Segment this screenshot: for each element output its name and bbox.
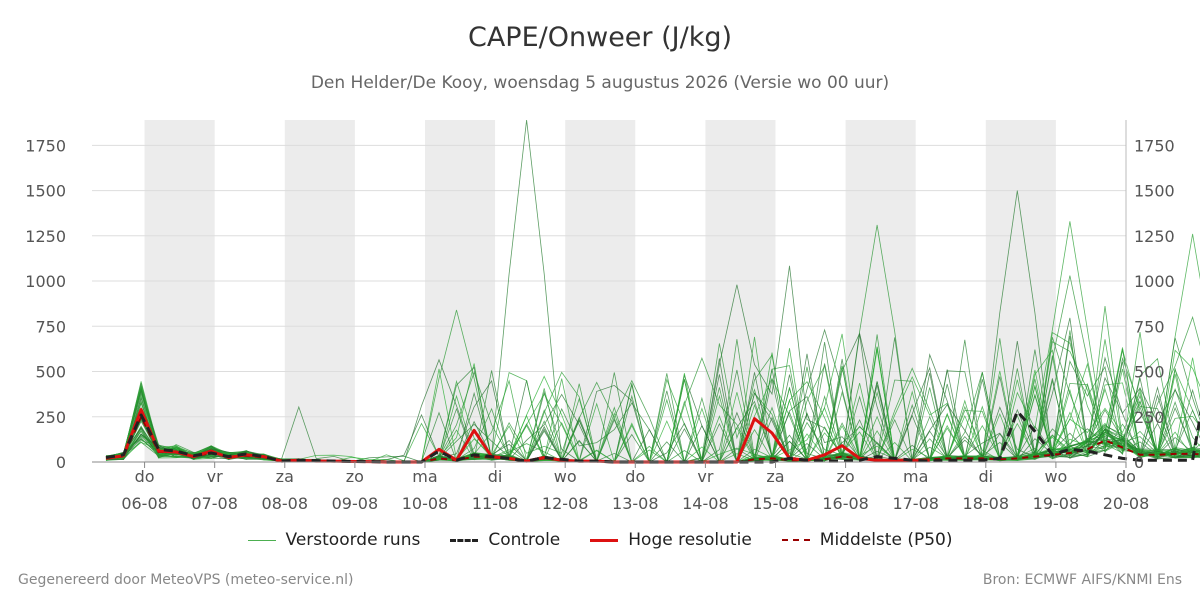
x-tick-date-7: 13-08 xyxy=(612,494,659,513)
y-tick-left-1000: 1000 xyxy=(25,272,66,291)
y-tick-left-1500: 1500 xyxy=(25,182,66,201)
y-tick-left-250: 250 xyxy=(35,408,66,427)
y-tick-right-500: 500 xyxy=(1134,363,1165,382)
x-tick-day-1: vr xyxy=(207,467,223,486)
y-tick-right-1000: 1000 xyxy=(1134,272,1175,291)
x-tick-date-9: 15-08 xyxy=(752,494,799,513)
footer-generated-by: Gegenereerd door MeteoVPS (meteo-service… xyxy=(18,572,354,588)
x-tick-date-5: 11-08 xyxy=(472,494,519,513)
y-tick-left-750: 750 xyxy=(35,317,66,336)
legend-label-hoge-resolutie: Hoge resolutie xyxy=(628,530,752,550)
x-tick-day-14: do xyxy=(1116,467,1136,486)
weekend-bands xyxy=(144,120,1056,462)
x-tick-day-10: zo xyxy=(836,467,854,486)
x-tick-date-6: 12-08 xyxy=(542,494,589,513)
y-tick-left-1750: 1750 xyxy=(25,136,66,155)
x-tick-day-2: za xyxy=(276,467,294,486)
x-tick-day-3: zo xyxy=(346,467,364,486)
x-tick-date-4: 10-08 xyxy=(402,494,449,513)
legend-item-verstoorde: Verstoorde runs xyxy=(247,530,421,550)
x-tick-date-8: 14-08 xyxy=(682,494,729,513)
x-tick-day-5: di xyxy=(488,467,503,486)
x-tick-day-6: wo xyxy=(554,467,577,486)
legend-swatch-controle xyxy=(450,538,479,542)
y-tick-left-0: 0 xyxy=(56,453,66,472)
legend-swatch-p50 xyxy=(781,539,810,541)
x-tick-date-11: 17-08 xyxy=(892,494,939,513)
y-ticks-left: 0 250 500 750 1000 1250 1500 1750 xyxy=(25,136,66,472)
y-tick-right-250: 250 xyxy=(1134,408,1165,427)
x-tick-date-0: 06-08 xyxy=(121,494,168,513)
y-tick-left-500: 500 xyxy=(35,363,66,382)
shaded-band-2 xyxy=(424,120,496,462)
x-tick-date-2: 08-08 xyxy=(262,494,309,513)
legend-swatch-verstoorde xyxy=(247,539,276,541)
legend-item-hoge-resolutie: Hoge resolutie xyxy=(590,530,752,550)
x-tick-day-8: vr xyxy=(697,467,713,486)
chart-subtitle: Den Helder/De Kooy, woensdag 5 augustus … xyxy=(310,73,890,93)
x-tick-day-13: wo xyxy=(1044,467,1067,486)
x-tick-day-4: ma xyxy=(412,467,437,486)
y-tick-right-1750: 1750 xyxy=(1134,136,1175,155)
y-tick-right-1500: 1500 xyxy=(1134,182,1175,201)
footer-source: Bron: ECMWF AIFS/KNMI Ens xyxy=(982,572,1182,588)
legend-swatch-hoge-resolutie xyxy=(590,538,619,542)
x-tick-date-12: 18-08 xyxy=(963,494,1010,513)
x-tick-date-14: 20-08 xyxy=(1103,494,1150,513)
x-tick-day-12: di xyxy=(978,467,993,486)
y-tick-right-1250: 1250 xyxy=(1134,227,1175,246)
y-tick-left-1250: 1250 xyxy=(25,227,66,246)
shaded-band-0 xyxy=(144,120,215,462)
x-tick-date-10: 16-08 xyxy=(822,494,869,513)
x-tick-date-1: 07-08 xyxy=(191,494,238,513)
y-ticks-right: 0 250 500 750 1000 1250 1500 1750 xyxy=(1134,136,1175,472)
legend: Verstoorde runs Controle Hoge resolutie … xyxy=(0,530,1200,550)
x-ticks: do 06-08 vr 07-08 za 08-08 zo 09-08 ma 10-08 di 11-… xyxy=(121,462,1149,513)
y-tick-right-0: 0 xyxy=(1134,453,1144,472)
legend-label-controle: Controle xyxy=(488,530,561,550)
legend-label-p50: Middelste (P50) xyxy=(819,530,953,550)
x-tick-day-7: do xyxy=(625,467,645,486)
legend-item-p50: Middelste (P50) xyxy=(781,530,953,550)
x-tick-date-13: 19-08 xyxy=(1033,494,1080,513)
x-tick-date-3: 09-08 xyxy=(332,494,379,513)
chart-title: CAPE/Onweer (J/kg) xyxy=(467,22,732,53)
x-tick-day-0: do xyxy=(135,467,155,486)
legend-label-verstoorde: Verstoorde runs xyxy=(285,530,421,550)
x-tick-day-11: ma xyxy=(903,467,928,486)
y-tick-right-750: 750 xyxy=(1134,317,1165,336)
axes xyxy=(92,120,1127,463)
legend-item-controle: Controle xyxy=(450,530,560,550)
x-tick-day-9: za xyxy=(766,467,784,486)
shaded-band-1 xyxy=(284,120,355,462)
